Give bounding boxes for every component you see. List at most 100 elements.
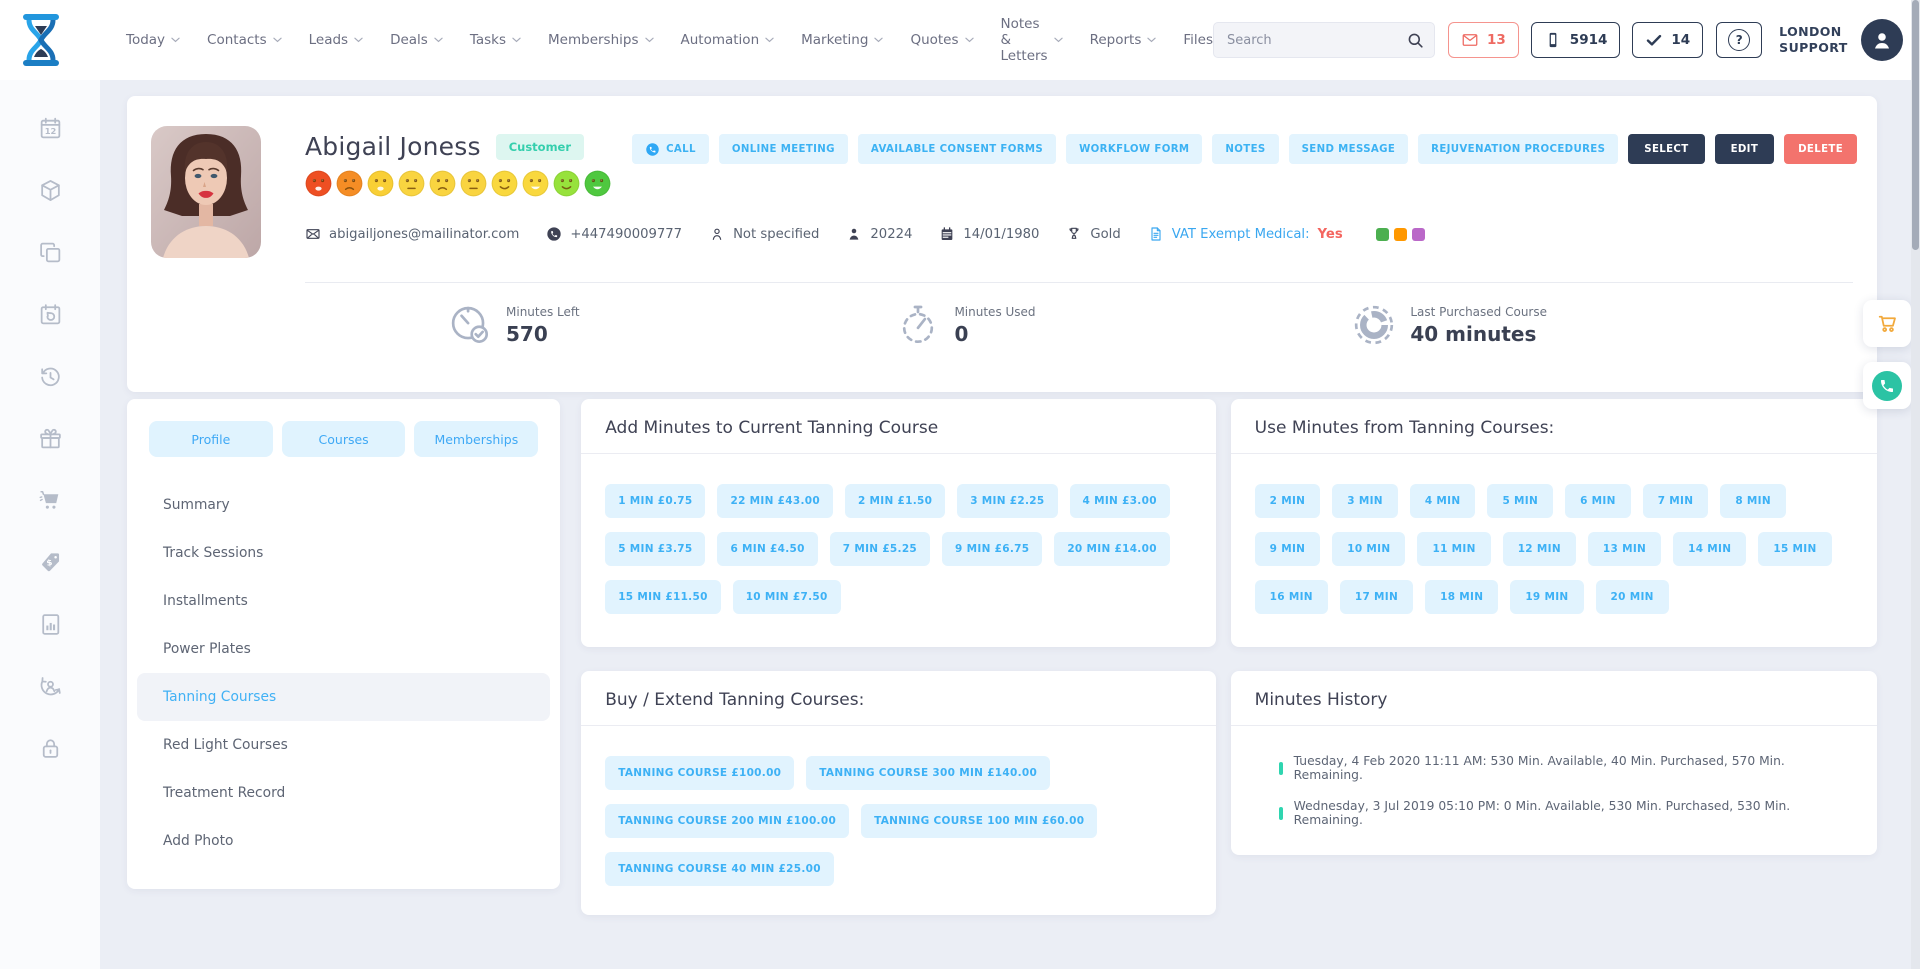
use-minutes-button[interactable]: 3 MIN [1332,484,1398,518]
calendar-return-icon[interactable] [38,302,63,327]
user-avatar[interactable] [1860,19,1903,61]
add-minutes-button[interactable]: 7 MIN £5.25 [829,532,931,566]
buy-course-button[interactable]: TANNING COURSE 40 MIN £25.00 [605,852,834,886]
use-minutes-button[interactable]: 16 MIN [1254,580,1328,614]
nav-item[interactable]: Automation [681,32,775,48]
profile-tab[interactable]: Courses [281,421,406,457]
nav-item[interactable]: Deals [390,32,443,48]
use-minutes-button[interactable]: 7 MIN [1642,484,1709,518]
use-minutes-button[interactable]: 6 MIN [1565,484,1631,518]
add-minutes-button[interactable]: 20 MIN £14.00 [1054,532,1170,566]
add-minutes-button[interactable]: 2 MIN £1.50 [844,484,946,518]
use-minutes-button[interactable]: 12 MIN [1502,532,1576,566]
use-minutes-button[interactable]: 8 MIN [1720,484,1786,518]
add-minutes-button[interactable]: 5 MIN £3.75 [605,532,706,566]
mood-face-icon[interactable] [336,170,363,197]
mood-face-icon[interactable] [460,170,487,197]
add-minutes-button[interactable]: 9 MIN £6.75 [942,532,1043,566]
add-minutes-button[interactable]: 1 MIN £0.75 [605,484,706,518]
add-minutes-button[interactable]: 10 MIN £7.50 [732,580,841,614]
report-icon[interactable] [38,612,63,637]
nav-item[interactable]: Reports [1090,32,1157,48]
nav-item[interactable]: Tasks [470,32,521,48]
use-minutes-button[interactable]: 18 MIN [1425,580,1499,614]
history-icon[interactable] [38,364,63,389]
mail-badge[interactable]: 13 [1448,22,1519,58]
add-minutes-button[interactable]: 3 MIN £2.25 [957,484,1058,518]
tasks-badge[interactable]: 14 [1632,22,1704,58]
package-icon[interactable] [38,178,63,203]
profile-menu-item[interactable]: Add Photo [163,833,234,849]
action-button[interactable]: ONLINE MEETING [718,134,848,164]
add-minutes-button[interactable]: 22 MIN £43.00 [717,484,833,518]
floating-call-button[interactable] [1863,362,1911,409]
action-button[interactable]: REJUVENATION PROCEDURES [1418,134,1619,164]
use-minutes-button[interactable]: 9 MIN [1254,532,1321,566]
phone-badge[interactable]: 5914 [1530,22,1621,58]
action-button[interactable]: EDIT [1714,134,1775,164]
action-button[interactable]: SELECT [1628,134,1705,164]
mood-face-icon[interactable] [584,170,611,197]
profile-menu-item[interactable]: Treatment Record [163,785,286,801]
use-minutes-button[interactable]: 14 MIN [1673,532,1747,566]
price-tag-icon[interactable]: $ [38,550,63,575]
mood-face-icon[interactable] [429,170,456,197]
search-icon[interactable] [1406,31,1425,50]
use-minutes-button[interactable]: 15 MIN [1758,532,1832,566]
action-button[interactable]: WORKFLOW FORM [1066,134,1203,164]
cart-icon[interactable] [38,488,63,513]
mood-face-icon[interactable] [398,170,425,197]
customer-photo[interactable] [151,126,261,258]
use-minutes-button[interactable]: 4 MIN [1409,484,1476,518]
scrollbar-thumb[interactable] [1912,0,1919,250]
mood-face-icon[interactable] [305,170,332,197]
help-button[interactable]: ? [1716,22,1763,58]
nav-item[interactable]: Quotes [910,32,974,48]
add-minutes-button[interactable]: 15 MIN £11.50 [605,580,721,614]
nav-item[interactable]: Memberships [548,32,654,48]
profile-menu-item[interactable]: Summary [163,497,230,513]
calendar-date-icon[interactable]: 12 [38,116,63,141]
nav-item[interactable]: Leads [309,32,363,48]
account-sync-icon[interactable] [38,674,63,699]
tag-color-swatch[interactable] [1375,227,1389,241]
action-button[interactable]: AVAILABLE CONSENT FORMS [857,134,1057,164]
app-logo-icon[interactable] [18,14,64,66]
tag-color-swatch[interactable] [1411,227,1425,241]
lock-icon[interactable] [38,736,63,761]
nav-item[interactable]: Marketing [801,32,884,48]
profile-tab[interactable]: Memberships [414,421,539,457]
profile-menu-item[interactable]: Red Light Courses [163,737,288,753]
buy-course-button[interactable]: TANNING COURSE 200 MIN £100.00 [605,804,850,838]
action-button[interactable]: CALL [632,134,709,164]
gift-icon[interactable] [38,426,63,451]
use-minutes-button[interactable]: 5 MIN [1487,484,1554,518]
search-input[interactable] [1214,32,1434,48]
tag-color-swatch[interactable] [1393,227,1407,241]
copy-icon[interactable] [38,240,63,265]
profile-menu-item[interactable]: Installments [163,593,248,609]
floating-cart-button[interactable] [1863,300,1911,347]
use-minutes-button[interactable]: 13 MIN [1587,532,1662,566]
use-minutes-button[interactable]: 10 MIN [1332,532,1406,566]
profile-menu-item[interactable]: Track Sessions [163,545,264,561]
add-minutes-button[interactable]: 4 MIN £3.00 [1069,484,1170,518]
use-minutes-button[interactable]: 11 MIN [1417,532,1491,566]
use-minutes-button[interactable]: 19 MIN [1510,580,1584,614]
mood-face-icon[interactable] [367,170,394,197]
nav-item[interactable]: Contacts [207,32,282,48]
action-button[interactable]: DELETE [1784,134,1857,164]
use-minutes-button[interactable]: 17 MIN [1339,580,1414,614]
mood-face-icon[interactable] [491,170,518,197]
mood-face-icon[interactable] [522,170,549,197]
mood-face-icon[interactable] [553,170,580,197]
buy-course-button[interactable]: TANNING COURSE 300 MIN £140.00 [806,756,1051,790]
action-button[interactable]: NOTES [1212,134,1279,164]
profile-menu-item[interactable]: Power Plates [163,641,251,657]
nav-item[interactable]: Notes & Letters [1001,16,1063,64]
nav-item[interactable]: Files [1183,32,1213,48]
buy-course-button[interactable]: TANNING COURSE £100.00 [605,756,795,790]
add-minutes-button[interactable]: 6 MIN £4.50 [717,532,818,566]
nav-item[interactable]: Today [126,32,180,48]
use-minutes-button[interactable]: 20 MIN [1595,580,1669,614]
